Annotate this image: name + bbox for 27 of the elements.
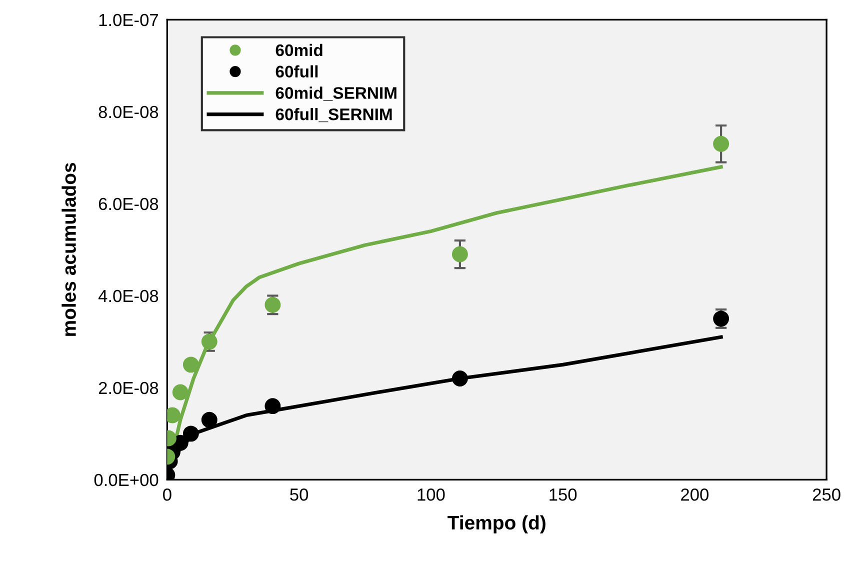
legend-label: 60mid_SERNIM (276, 86, 396, 101)
x-tick-label: 0 (163, 488, 172, 501)
legend-label: 60mid (276, 44, 322, 56)
x-tick-label: 50 (290, 488, 308, 501)
point (452, 370, 468, 386)
point (172, 384, 188, 400)
point (713, 310, 730, 327)
point (182, 426, 199, 442)
point (182, 356, 199, 373)
x-tick-label: 250 (812, 488, 840, 501)
y-tick-label: 8.0E-08 (98, 106, 158, 118)
point (201, 412, 218, 428)
point (713, 136, 730, 152)
x-tick-label: 150 (550, 488, 577, 501)
y-tick-label: 0.0E+00 (94, 474, 158, 486)
x-tick-label: 100 (418, 488, 445, 501)
x-tick-label: 200 (681, 488, 708, 501)
y-tick-label: 1.0E-07 (99, 14, 158, 26)
point (264, 398, 281, 414)
point (452, 246, 468, 262)
y-tick-label: 2.0E-08 (98, 382, 158, 394)
x-axis-title: Tiempo (d) (448, 515, 546, 534)
y-axis-title: moles acumulados (62, 162, 76, 336)
y-tick-label: 6.0E-08 (98, 198, 158, 210)
y-tick-label: 4.0E-08 (98, 290, 158, 302)
legend-label: 60full (276, 65, 318, 78)
legend-label: 60full_SERNIM (276, 108, 392, 122)
